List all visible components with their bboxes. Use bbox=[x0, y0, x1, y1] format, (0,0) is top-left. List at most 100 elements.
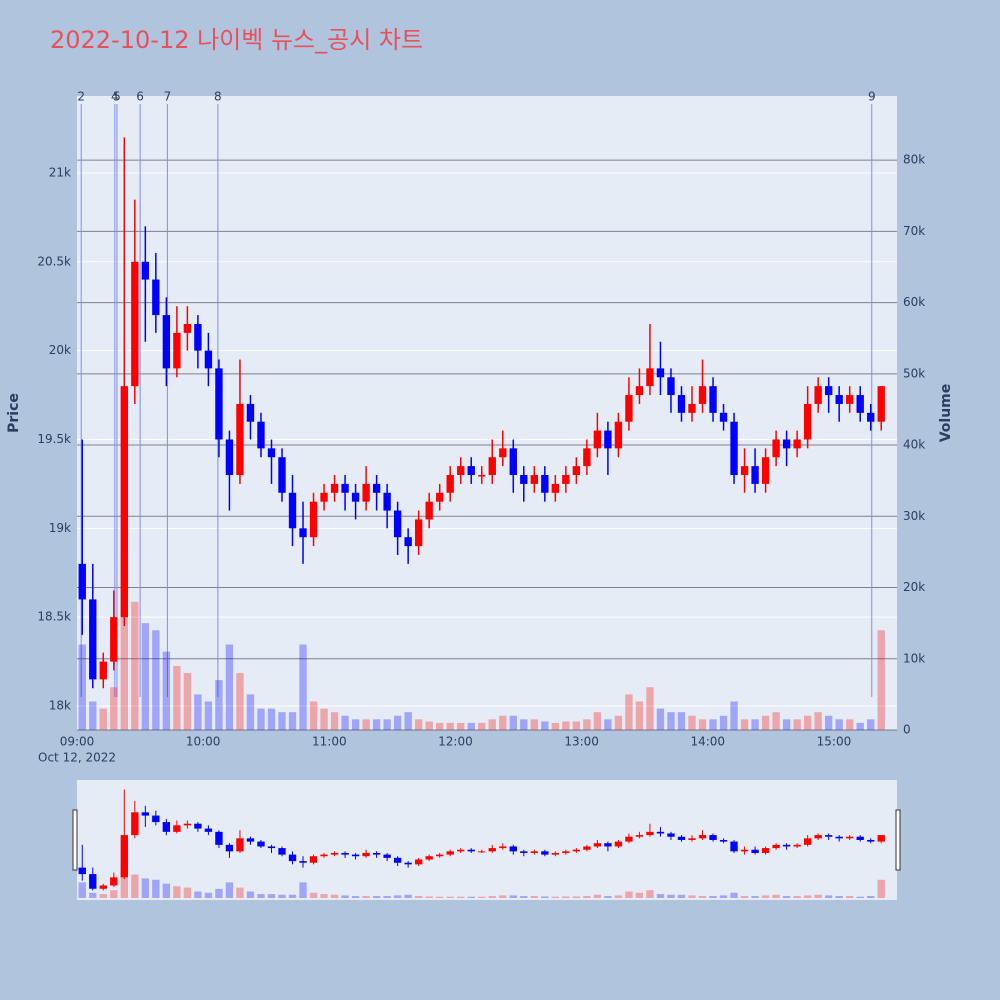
candle-body bbox=[425, 501, 433, 520]
candle-body bbox=[278, 457, 286, 493]
mini-volume-bar bbox=[467, 896, 475, 898]
mini-candle-body bbox=[330, 852, 339, 855]
candle-body bbox=[793, 439, 801, 449]
volume-bar bbox=[551, 722, 560, 730]
x-tick-label: 12:00 bbox=[438, 735, 473, 749]
candle-body bbox=[194, 323, 202, 351]
y-tick-label: 19.5k bbox=[37, 432, 71, 446]
x-tick-label: 14:00 bbox=[690, 735, 725, 749]
range-handle-right[interactable] bbox=[895, 809, 901, 871]
volume-bar bbox=[488, 719, 496, 730]
volume-bar bbox=[152, 630, 160, 730]
candle-body bbox=[646, 368, 654, 387]
mini-candle-body bbox=[120, 835, 128, 878]
volume-bar bbox=[709, 719, 717, 730]
volume-bar bbox=[499, 715, 507, 730]
candle-body bbox=[814, 386, 822, 404]
mini-volume-bar bbox=[751, 896, 759, 898]
candle-body bbox=[78, 563, 86, 600]
mini-volume-bar bbox=[278, 894, 286, 898]
volume-bar bbox=[730, 701, 738, 730]
mini-candle-body bbox=[730, 841, 738, 852]
mini-volume-bar bbox=[867, 896, 875, 898]
x-tick-label: 13:00 bbox=[564, 735, 599, 749]
volume-bar bbox=[698, 719, 707, 730]
mini-candle-body bbox=[688, 838, 696, 840]
mini-volume-bar bbox=[110, 890, 118, 898]
candle-body bbox=[835, 395, 843, 404]
mini-candle-body bbox=[499, 846, 507, 849]
volume-bar bbox=[877, 630, 885, 730]
mini-volume-bar bbox=[656, 894, 665, 898]
volume-bar bbox=[351, 719, 360, 730]
mini-volume-bar bbox=[509, 895, 517, 898]
mini-candle-body bbox=[414, 859, 423, 865]
mini-candle-body bbox=[488, 848, 496, 852]
volume-bar bbox=[341, 715, 349, 730]
volume-bar bbox=[194, 694, 202, 730]
mini-volume-bar bbox=[814, 894, 822, 898]
volume-bar bbox=[835, 719, 843, 730]
volume-bar bbox=[89, 701, 97, 730]
mini-volume-bar bbox=[299, 882, 307, 898]
mini-volume-bar bbox=[740, 896, 749, 898]
range-handle-left[interactable] bbox=[72, 809, 78, 871]
mini-volume-bar bbox=[372, 896, 381, 898]
news-marker-label: 9 bbox=[868, 90, 876, 104]
candle-body bbox=[299, 528, 307, 538]
volume-bar bbox=[583, 719, 591, 730]
mini-candle-body bbox=[562, 851, 570, 853]
candle-body bbox=[183, 323, 192, 333]
candle-body bbox=[688, 403, 696, 413]
volume-bar bbox=[309, 701, 318, 730]
candle-body bbox=[583, 448, 591, 467]
candle-body bbox=[604, 430, 612, 449]
x-date-label: Oct 12, 2022 bbox=[38, 751, 116, 765]
mini-candle-body bbox=[131, 812, 139, 836]
volume-bar bbox=[782, 719, 791, 730]
mini-candle-body bbox=[152, 815, 160, 823]
candle-body bbox=[120, 386, 128, 618]
mini-volume-bar bbox=[793, 896, 801, 898]
candle-body bbox=[520, 475, 528, 484]
volume-bar bbox=[867, 719, 875, 730]
candle-body bbox=[99, 661, 107, 680]
candle-body bbox=[436, 492, 444, 502]
mini-candle-body bbox=[793, 844, 801, 847]
news-marker-label: 7 bbox=[164, 90, 172, 104]
y2-tick-label: 60k bbox=[903, 295, 925, 309]
candle-body bbox=[457, 466, 465, 476]
mini-candle-body bbox=[572, 849, 581, 852]
volume-bar bbox=[446, 722, 454, 730]
volume-bar bbox=[362, 719, 370, 730]
mini-volume-bar bbox=[856, 896, 864, 898]
mini-volume-bar bbox=[772, 894, 780, 898]
mini-volume-bar bbox=[215, 888, 223, 898]
volume-bar bbox=[278, 712, 286, 730]
y2-tick-label: 50k bbox=[903, 366, 925, 380]
mini-candle-body bbox=[877, 835, 885, 842]
mini-candle-body bbox=[698, 835, 707, 839]
mini-candle-body bbox=[257, 841, 265, 847]
volume-bar bbox=[183, 673, 192, 730]
mini-volume-bar bbox=[488, 896, 496, 898]
volume-bar bbox=[404, 712, 412, 730]
mini-volume-bar bbox=[446, 896, 454, 898]
mini-volume-bar bbox=[572, 896, 581, 898]
mini-volume-bar bbox=[225, 882, 234, 898]
mini-candle-body bbox=[89, 874, 97, 889]
mini-candle-body bbox=[709, 835, 717, 840]
mini-candle-body bbox=[351, 854, 360, 857]
mini-volume-bar bbox=[625, 891, 633, 898]
mini-candle-body bbox=[761, 848, 770, 853]
volume-bar bbox=[131, 601, 139, 730]
mini-candle-body bbox=[646, 831, 654, 836]
range-slider[interactable] bbox=[77, 780, 897, 900]
volume-bar bbox=[520, 719, 528, 730]
volume-bar bbox=[614, 715, 623, 730]
candle-body bbox=[772, 439, 780, 458]
candle-body bbox=[393, 510, 402, 538]
mini-candle-body bbox=[299, 861, 307, 863]
volume-bar bbox=[425, 721, 433, 730]
